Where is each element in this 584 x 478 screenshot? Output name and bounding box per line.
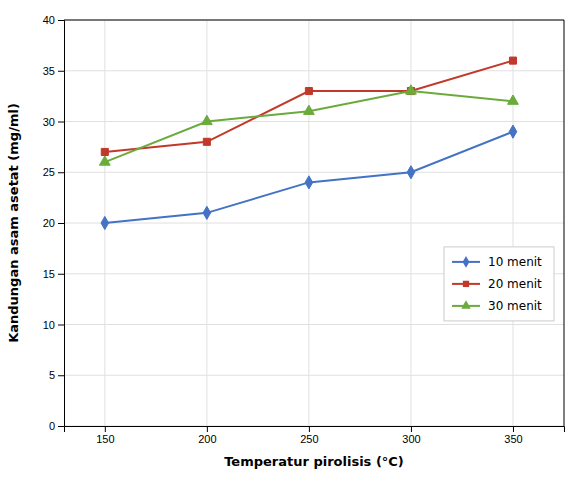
tick-mark: [58, 122, 64, 123]
tick-mark: [58, 426, 64, 427]
tick: 10: [43, 319, 64, 331]
point: [406, 85, 417, 94]
point: [101, 216, 109, 229]
tick: 15: [43, 268, 64, 280]
tick-label: 250: [300, 433, 318, 445]
point: [305, 88, 312, 95]
line: [105, 91, 513, 162]
legend-marker: [463, 281, 469, 287]
tick-label: 200: [198, 433, 216, 445]
legend-item: 30 menit: [452, 299, 542, 313]
point: [509, 125, 517, 138]
legend-box: [444, 247, 554, 321]
point: [203, 138, 210, 145]
tick: 40: [43, 14, 64, 26]
point: [508, 95, 519, 104]
tick-label: 5: [49, 369, 55, 381]
legend-label: 30 menit: [488, 299, 542, 313]
grid-line: [410, 20, 411, 426]
x-axis: 150 200 250 300 350: [65, 426, 565, 445]
grid-line: [64, 375, 564, 376]
point: [99, 156, 110, 165]
tick: 300: [402, 426, 420, 445]
tick-label: 35: [43, 65, 55, 77]
tick-mark: [58, 375, 64, 376]
tick-label: 40: [43, 14, 55, 26]
tick-mark: [58, 223, 64, 224]
frame-line: [564, 20, 565, 426]
tick-mark: [58, 274, 64, 275]
point: [305, 176, 313, 189]
tick-label: 0: [49, 420, 55, 432]
tick-mark: [58, 325, 64, 326]
grid-line: [64, 20, 564, 21]
legend-marker: [463, 256, 470, 268]
tick: 5: [49, 369, 64, 381]
chart: 150 200 250 300 350 0 5 10 15 20 25 30 35 40 10 menit 2…: [0, 0, 584, 478]
frame-line: [64, 20, 564, 21]
point: [203, 206, 211, 219]
legend-item: 10 menit: [452, 255, 542, 269]
y-axis: 0 5 10 15 20 25 30 35 40: [43, 14, 65, 432]
legend-item: 20 menit: [452, 277, 542, 291]
y-axis-line: [58, 21, 65, 427]
legend-marker: [461, 300, 471, 308]
tick-label: 25: [43, 166, 55, 178]
tick-mark: [513, 426, 514, 432]
point: [304, 105, 315, 114]
grid-line: [206, 20, 207, 426]
grid-line: [512, 20, 513, 426]
tick-label: 350: [504, 433, 522, 445]
tick: 0: [49, 420, 64, 432]
tick-mark: [58, 172, 64, 173]
y-axis-title: Kandungan asam asetat (mg/ml): [6, 103, 21, 343]
tick-mark: [105, 426, 106, 432]
tick-label: 30: [43, 116, 55, 128]
tick: 20: [43, 217, 64, 229]
tick-mark: [309, 426, 310, 432]
tick-mark: [58, 20, 64, 21]
series: [101, 57, 516, 155]
x-axis-line: [65, 427, 565, 433]
point: [201, 115, 212, 124]
tick-label: 300: [402, 433, 420, 445]
tick: 150: [96, 426, 114, 445]
grid-line: [64, 70, 564, 71]
tick: 35: [43, 65, 64, 77]
tick-label: 20: [43, 217, 55, 229]
legend-label: 10 menit: [488, 255, 542, 269]
tick-label: 150: [96, 433, 114, 445]
grid-line: [64, 172, 564, 173]
legend: 10 menit 20 menit 30 menit: [444, 247, 554, 321]
point: [509, 57, 516, 64]
grid-line: [64, 223, 564, 224]
tick: 30: [43, 116, 64, 128]
grid-line: [64, 121, 564, 122]
plot-area: 150 200 250 300 350 0 5 10 15 20 25 30 35 40 10 menit 2…: [43, 14, 565, 445]
x-axis-title: Temperatur pirolisis (°C): [224, 454, 404, 469]
tick-label: 10: [43, 319, 55, 331]
grid: [64, 20, 564, 426]
tick: 200: [198, 426, 216, 445]
tick-mark: [411, 426, 412, 432]
legend-label: 20 menit: [488, 277, 542, 291]
tick-mark: [58, 71, 64, 72]
series: [99, 85, 518, 165]
tick-mark: [207, 426, 208, 432]
point: [101, 148, 108, 155]
tick: 25: [43, 166, 64, 178]
tick-label: 15: [43, 268, 55, 280]
tick: 250: [300, 426, 318, 445]
marks: [99, 57, 518, 230]
grid-line: [308, 20, 309, 426]
point: [407, 166, 415, 179]
grid-line: [64, 324, 564, 325]
tick: 350: [504, 426, 522, 445]
series: [101, 125, 517, 230]
